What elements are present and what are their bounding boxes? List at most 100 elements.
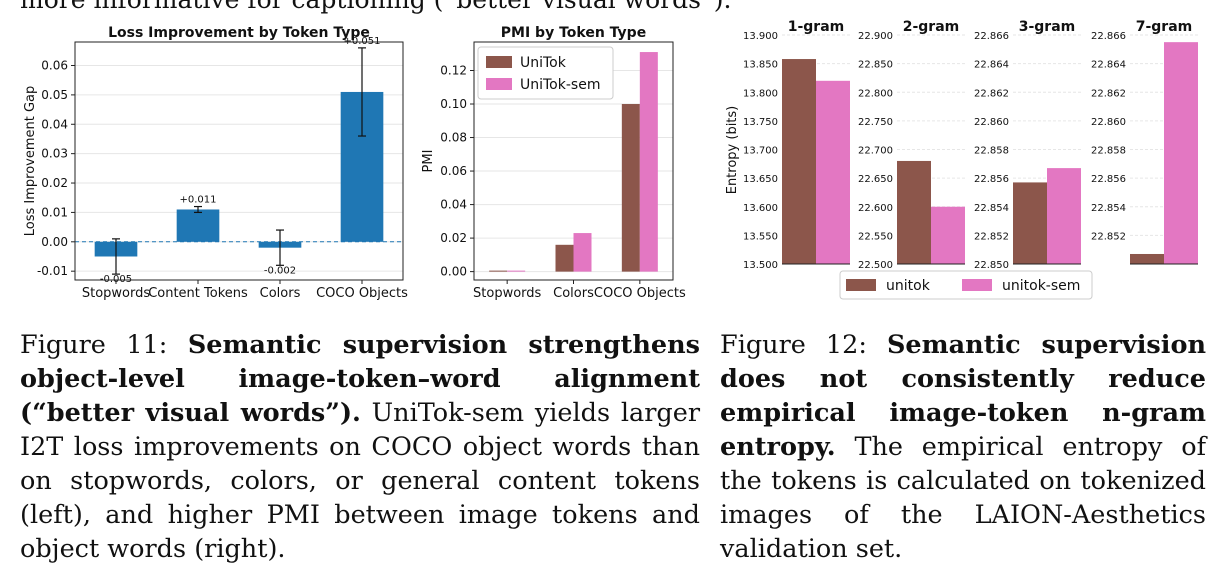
chart3-ytick-label: 22.866 [974, 31, 1009, 42]
chart3-ytick-label: 22.858 [1091, 146, 1126, 157]
chart2-ytick-label: 0.12 [440, 63, 467, 77]
chart1-title: Loss Improvement by Token Type [108, 25, 370, 41]
chart1-xtick-label: Colors [260, 286, 301, 301]
chart2-bar-0-1 [507, 270, 526, 272]
chart3-legend-swatch [846, 279, 876, 291]
chart3-panel-title: 1-gram [788, 19, 845, 35]
chart3-panel-title: 3-gram [1019, 19, 1076, 35]
chart3-panel-title: 7-gram [1136, 19, 1193, 35]
chart3-ytick-label: 22.860 [1091, 117, 1126, 128]
chart3-ytick-label: 22.856 [974, 174, 1009, 185]
chart2-legend-swatch [486, 78, 512, 90]
chart1-ytick-label: -0.01 [37, 264, 68, 278]
chart3-ytick-label: 22.850 [974, 260, 1009, 271]
figure-11-bold-title: Semantic supervision strengthens object-… [20, 330, 700, 428]
chart1-value-label: -0.002 [264, 265, 296, 276]
chart2-bar-2-0 [621, 104, 640, 272]
chart3-ytick-label: 22.854 [974, 203, 1009, 214]
chart2-xtick-label: COCO Objects [594, 286, 686, 301]
chart1-bar-1 [176, 209, 220, 242]
chart2-frame [473, 41, 674, 281]
figure-12-bold-title: Semantic supervision does not consistent… [720, 330, 1206, 462]
chart2-bar-0-0 [489, 270, 508, 272]
chart3-ytick-label: 13.550 [743, 231, 778, 242]
chart3-legend-label: unitok-sem [1002, 278, 1080, 294]
chart2-ytick-label: 0.08 [440, 131, 467, 145]
chart2-bar-1-1 [573, 233, 592, 272]
chart3-ytick-label: 22.600 [858, 203, 893, 214]
chart3-ytick-label: 22.650 [858, 174, 893, 185]
chart1-ytick-label: 0.06 [41, 59, 68, 73]
chart1-frame [74, 41, 404, 281]
chart3-ytick-label: 13.850 [743, 60, 778, 71]
figure-11-caption: Figure 11: Semantic supervision strength… [20, 328, 700, 566]
chart3-ylabel: Entropy (bits) [725, 106, 740, 195]
chart3-ytick-label: 22.858 [974, 146, 1009, 157]
chart3-ytick-label: 22.862 [974, 88, 1009, 99]
chart1-xtick-label: Content Tokens [148, 286, 248, 301]
chart2-xtick-label: Stopwords [473, 286, 542, 301]
chart3-ytick-label: 22.854 [1091, 203, 1126, 214]
chart2-xtick-label: Colors [553, 286, 594, 301]
chart3-bar-0-0 [782, 59, 816, 264]
chart3-panel-title: 2-gram [903, 19, 960, 35]
chart3-ytick-label: 22.550 [858, 231, 893, 242]
figure-11-label: Figure 11: [20, 330, 168, 360]
chart3-ytick-label: 22.866 [1091, 31, 1126, 42]
chart3-ytick-label: 13.900 [743, 31, 778, 42]
chart2-ylabel: PMI [421, 150, 436, 173]
chart1-ytick-label: 0.00 [41, 235, 68, 249]
chart2-legend-label: UniTok [520, 55, 567, 71]
chart3-ytick-label: 13.650 [743, 174, 778, 185]
chart1-ytick-label: 0.03 [41, 147, 68, 161]
chart2-ytick-label: 0.04 [440, 198, 467, 212]
chart3-ytick-label: 13.800 [743, 88, 778, 99]
chart3-legend-swatch [962, 279, 992, 291]
chart1-ytick-label: 0.04 [41, 117, 68, 131]
chart3-ytick-label: 22.862 [1091, 88, 1126, 99]
chart3-ytick-label: 22.864 [1091, 60, 1126, 71]
chart2-ytick-label: 0.06 [440, 164, 467, 178]
chart3-legend-label: unitok [886, 278, 931, 294]
chart2-ytick-label: 0.00 [440, 265, 467, 279]
chart2-ytick-label: 0.02 [440, 231, 467, 245]
chart3-ytick-label: 13.600 [743, 203, 778, 214]
chart3-bar-1-1 [931, 206, 965, 264]
figures-svg: -0.010.000.010.020.030.040.050.06-0.005S… [23, 19, 1198, 301]
chart3-bar-2-1 [1047, 168, 1081, 264]
chart2-bar-1-0 [555, 244, 574, 272]
chart3-ytick-label: 13.700 [743, 146, 778, 157]
chart1-ylabel: Loss Improvement Gap [23, 86, 38, 237]
chart1-ytick-label: 0.01 [41, 205, 68, 219]
chart3-ytick-label: 22.500 [858, 260, 893, 271]
chart3-ytick-label: 22.864 [974, 60, 1009, 71]
chart3-ytick-label: 22.750 [858, 117, 893, 128]
chart3-ytick-label: 22.900 [858, 31, 893, 42]
chart3-ytick-label: 13.500 [743, 260, 778, 271]
figure-12-label: Figure 12: [720, 330, 867, 360]
chart2-title: PMI by Token Type [501, 25, 646, 41]
chart3-ytick-label: 22.852 [1091, 231, 1126, 242]
chart3-bar-1-0 [897, 160, 931, 264]
chart1-value-label: +0.011 [179, 195, 216, 206]
chart3-ytick-label: 13.750 [743, 117, 778, 128]
chart2-bar-2-1 [639, 52, 658, 272]
chart1-ytick-label: 0.02 [41, 176, 68, 190]
top-text-fragment: more informative for captioning (“better… [20, 0, 731, 14]
chart1-value-label: +0.051 [343, 36, 380, 47]
chart1-xtick-label: Stopwords [82, 286, 151, 301]
chart3-ytick-label: 22.800 [858, 88, 893, 99]
chart3-bar-0-1 [816, 80, 850, 264]
chart3-ytick-label: 22.856 [1091, 174, 1126, 185]
chart3-bar-3-0 [1130, 253, 1164, 264]
chart1-ytick-label: 0.05 [41, 88, 68, 102]
figure-12-caption: Figure 12: Semantic supervision does not… [720, 328, 1206, 566]
chart3-bar-3-1 [1164, 42, 1198, 264]
chart3-ytick-label: 22.700 [858, 146, 893, 157]
figure-11-body: UniTok-sem yields larger I2T loss improv… [20, 398, 701, 564]
chart3-bar-2-0 [1013, 182, 1047, 264]
chart2-ytick-label: 0.10 [440, 97, 467, 111]
chart3-ytick-label: 22.852 [974, 231, 1009, 242]
chart2-legend-label: UniTok-sem [520, 77, 600, 93]
chart2-legend-swatch [486, 56, 512, 68]
